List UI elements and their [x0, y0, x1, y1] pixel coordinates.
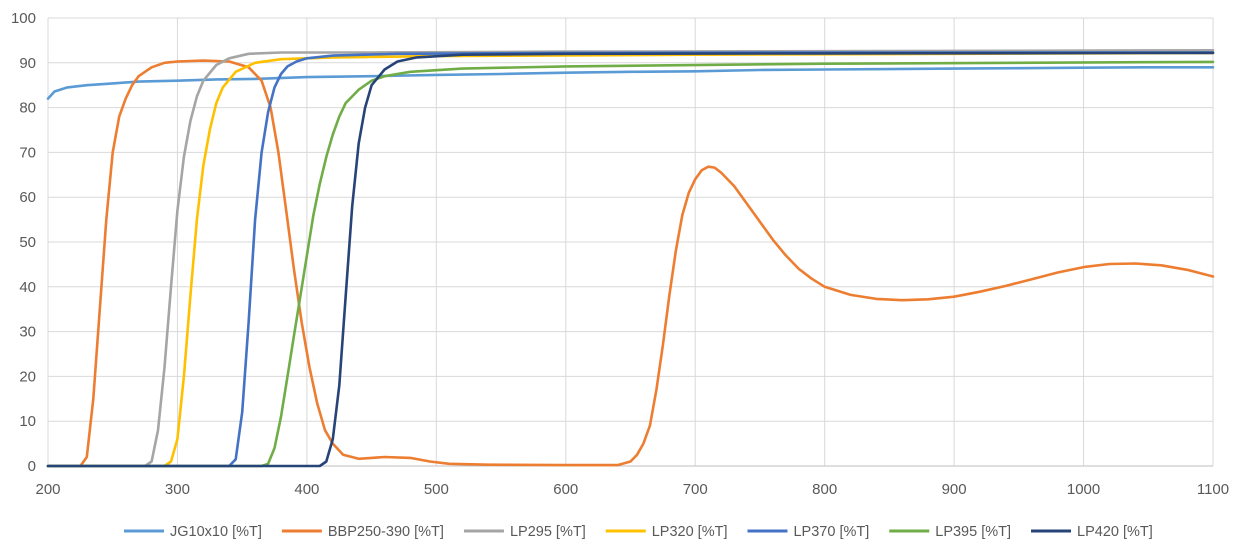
- series-line-6: [46, 51, 1215, 468]
- y-tick-label: 60: [19, 189, 36, 206]
- legend-item: LP420 [%T]: [1031, 524, 1153, 540]
- series-line-4: [46, 51, 1215, 468]
- legend-item: LP320 [%T]: [605, 524, 728, 540]
- y-tick-label: 70: [19, 144, 36, 161]
- legend-label: LP295 [%T]: [510, 524, 586, 540]
- x-tick-label: 800: [812, 481, 837, 498]
- legend-item: LP370 [%T]: [747, 524, 869, 540]
- x-tick-label: 500: [424, 481, 449, 498]
- x-tick-label: 300: [165, 481, 190, 498]
- legend: JG10x10 [%T] BBP250-390 [%T] LP295 [%T] LP3…: [124, 524, 1153, 540]
- series-line-2: [46, 49, 1215, 468]
- legend-item: BBP250-390 [%T]: [281, 524, 444, 540]
- x-axis-tick-labels: 200 300 400 500 600 700 800 900 1000 1100: [35, 481, 1229, 498]
- x-tick-label: 900: [942, 481, 967, 498]
- legend-label: JG10x10 [%T]: [170, 524, 262, 540]
- y-tick-label: 50: [19, 234, 36, 251]
- series-line-5: [46, 60, 1215, 468]
- y-tick-label: 30: [19, 324, 36, 341]
- x-tick-label: 200: [35, 481, 60, 498]
- y-tick-label: 100: [11, 10, 36, 27]
- series-line-1: [46, 59, 1215, 468]
- y-tick-label: 40: [19, 279, 36, 296]
- x-tick-label: 400: [294, 481, 319, 498]
- x-tick-label: 1100: [1197, 481, 1229, 498]
- legend-label: LP395 [%T]: [935, 524, 1011, 540]
- gridlines: [47, 17, 1214, 467]
- series-line-3: [46, 51, 1215, 468]
- series-line-0: [46, 66, 1215, 100]
- series-lines: [46, 49, 1215, 468]
- legend-label: LP370 [%T]: [793, 524, 869, 540]
- y-tick-label: 20: [19, 368, 36, 385]
- x-tick-label: 600: [553, 481, 578, 498]
- y-tick-label: 10: [19, 413, 36, 430]
- x-tick-label: 700: [683, 481, 708, 498]
- legend-label: LP420 [%T]: [1077, 524, 1153, 540]
- y-tick-label: 0: [28, 458, 36, 475]
- y-axis-tick-labels: 0 10 20 30 40 50 60 70 80 90 100: [11, 10, 36, 475]
- x-tick-label: 1000: [1067, 481, 1100, 498]
- legend-item: LP295 [%T]: [463, 524, 586, 540]
- legend-label: BBP250-390 [%T]: [328, 524, 444, 540]
- legend-label: LP320 [%T]: [652, 524, 728, 540]
- legend-item: JG10x10 [%T]: [124, 524, 262, 540]
- y-tick-label: 80: [19, 100, 36, 117]
- legend-item: LP395 [%T]: [889, 524, 1011, 540]
- y-tick-label: 90: [19, 55, 36, 72]
